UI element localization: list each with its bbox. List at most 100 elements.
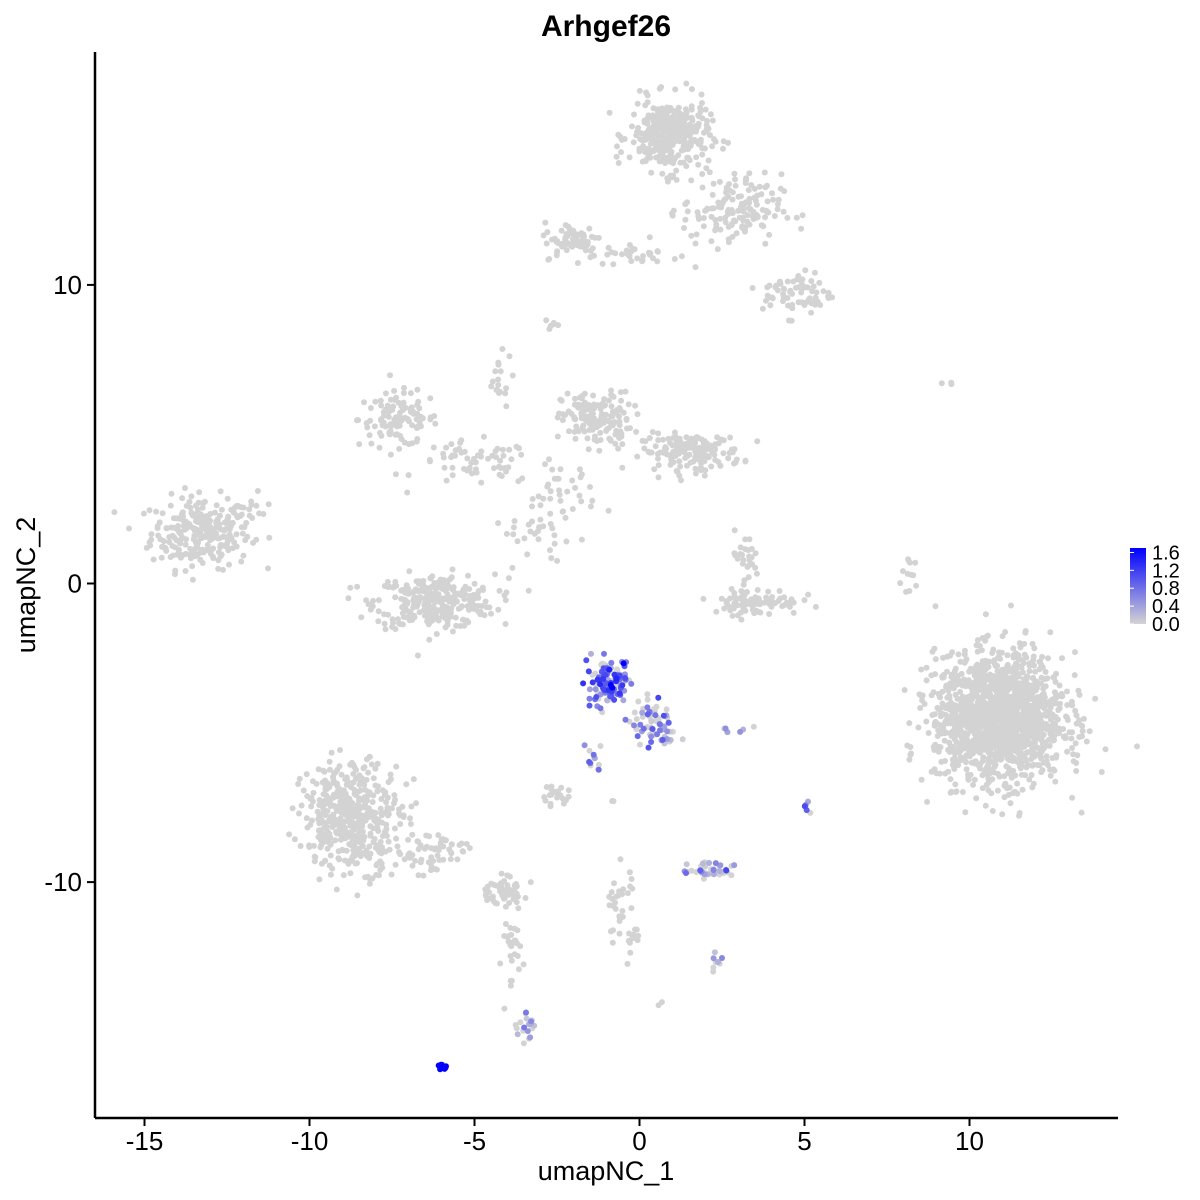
cell-point <box>515 966 522 973</box>
cell-point <box>522 895 529 901</box>
cell-point <box>154 523 161 530</box>
cell-point <box>953 702 960 709</box>
cell-point <box>217 526 224 533</box>
cell-point <box>342 811 349 818</box>
cell-point <box>1031 662 1037 669</box>
cell-point <box>434 852 441 859</box>
cell-point <box>1008 602 1014 609</box>
cell-point <box>440 843 447 850</box>
cell-point <box>750 208 757 215</box>
cell-point <box>665 719 672 726</box>
cell-point <box>443 613 450 620</box>
cell-point <box>1016 680 1023 687</box>
cell-point <box>392 418 399 425</box>
cell-point <box>385 584 391 590</box>
cell-point <box>1102 746 1109 753</box>
cell-point <box>1029 706 1035 713</box>
cell-point <box>710 867 717 874</box>
cell-point <box>510 896 517 903</box>
cell-point <box>1028 693 1035 700</box>
cell-point <box>323 786 330 793</box>
cell-point <box>606 418 613 425</box>
cell-point <box>681 123 688 130</box>
cell-point <box>628 876 635 882</box>
cell-point <box>957 740 964 747</box>
cell-point <box>733 456 740 463</box>
cell-point <box>192 514 199 521</box>
cell-point <box>415 580 422 587</box>
cell-point <box>529 496 536 502</box>
cell-point <box>547 510 554 517</box>
cell-point <box>648 739 655 745</box>
cell-point <box>501 592 508 599</box>
cell-point <box>1042 724 1049 731</box>
cell-point <box>731 550 738 557</box>
cell-point <box>997 655 1004 662</box>
cell-point <box>409 831 416 838</box>
cell-point <box>710 964 717 971</box>
cell-point <box>714 246 721 253</box>
cell-point <box>1056 682 1063 689</box>
cell-point <box>707 111 714 118</box>
cell-point <box>591 252 597 259</box>
cell-point <box>952 781 959 788</box>
cell-point <box>612 440 619 447</box>
cell-point <box>148 536 155 543</box>
cell-point <box>1064 702 1071 708</box>
cell-point <box>729 196 736 203</box>
cell-point <box>713 608 720 615</box>
cell-point <box>495 520 502 527</box>
cell-point <box>686 133 693 140</box>
cell-point <box>700 595 707 602</box>
cell-point <box>932 603 939 610</box>
cell-point <box>215 565 222 572</box>
cell-point <box>1008 707 1015 714</box>
cell-point <box>695 161 702 168</box>
cell-point <box>642 102 649 109</box>
cell-point <box>577 474 584 481</box>
cell-point <box>975 741 982 748</box>
cell-point <box>723 598 730 605</box>
cell-point <box>696 444 703 451</box>
cell-point <box>452 447 459 454</box>
cell-point <box>616 418 623 425</box>
cell-point <box>307 795 314 802</box>
cell-point <box>524 551 531 558</box>
cell-point <box>586 427 593 433</box>
cell-point <box>952 665 959 672</box>
cell-point <box>1034 762 1041 768</box>
cell-point <box>565 223 572 230</box>
cell-point <box>715 199 722 206</box>
cell-point <box>979 671 986 678</box>
cell-point <box>1016 740 1023 747</box>
cell-point <box>415 398 422 405</box>
cell-point <box>712 227 719 234</box>
cell-point <box>337 815 344 822</box>
cell-point <box>610 798 617 805</box>
cell-point <box>504 882 511 889</box>
cell-point <box>767 302 774 309</box>
cell-point <box>589 497 596 504</box>
cell-point <box>162 544 168 551</box>
cell-point <box>199 560 206 566</box>
cell-point <box>148 531 155 538</box>
cell-point <box>994 738 1001 745</box>
cell-point <box>996 718 1003 725</box>
cell-point <box>972 734 979 740</box>
cell-point <box>655 474 662 481</box>
cell-point <box>778 171 785 178</box>
cell-point <box>739 560 746 567</box>
cell-point <box>623 247 630 254</box>
cell-point <box>670 113 676 120</box>
cell-point <box>725 239 732 246</box>
cell-point <box>545 481 552 488</box>
cell-point <box>772 600 779 607</box>
cell-point <box>549 466 556 473</box>
cell-point <box>917 705 924 711</box>
cell-point <box>160 538 167 545</box>
cell-point <box>455 605 462 612</box>
cell-point <box>681 141 688 148</box>
cell-point <box>1032 668 1039 675</box>
cell-point <box>359 819 366 826</box>
